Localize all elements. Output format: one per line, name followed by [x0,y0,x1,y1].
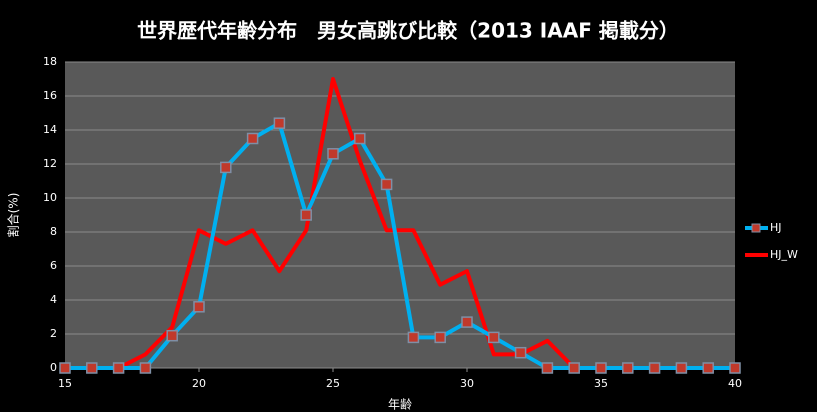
marker [514,346,527,359]
x-axis-label: 年齢 [388,397,412,412]
marker [354,132,366,145]
marker [729,362,741,374]
marker [300,209,312,221]
y-tick-label: 12 [43,157,57,170]
y-tick-label: 2 [50,327,57,340]
y-tick-label: 6 [50,259,57,272]
marker [622,362,634,374]
marker [568,362,580,374]
marker [112,362,125,374]
marker [541,362,554,374]
legend-label: HJ [770,221,782,234]
x-tick-label: 40 [728,377,742,390]
y-tick-label: 14 [43,123,57,136]
x-tick-label: 15 [58,377,72,390]
marker [220,161,232,174]
marker [139,362,152,374]
marker [166,329,178,342]
marker [380,178,393,191]
marker [327,148,339,160]
marker [595,362,607,374]
marker [407,331,420,344]
marker [702,362,714,374]
legend-marker [751,223,761,233]
marker [273,117,286,129]
y-tick-label: 0 [50,361,57,374]
y-tick-label: 8 [50,225,57,238]
marker [59,362,71,374]
marker [246,132,259,145]
marker [86,362,98,374]
x-tick-label: 30 [460,377,474,390]
marker [434,331,446,344]
chart-title: 世界歴代年齢分布 男女高跳び比較（2013 IAAF 掲載分） [137,19,679,43]
plot-area [65,62,735,368]
y-tick-label: 16 [43,89,57,102]
legend-label: HJ_W [770,248,798,261]
marker [488,331,500,344]
y-axis-label: 割合(%) [6,193,21,238]
y-tick-label: 4 [50,293,57,306]
x-tick-label: 25 [326,377,340,390]
x-tick-label: 35 [594,377,608,390]
x-tick-label: 20 [192,377,206,390]
y-tick-label: 10 [43,191,57,204]
marker [648,362,661,374]
marker [461,316,473,328]
marker [193,301,205,313]
y-tick-label: 18 [43,55,57,68]
marker [675,362,688,374]
